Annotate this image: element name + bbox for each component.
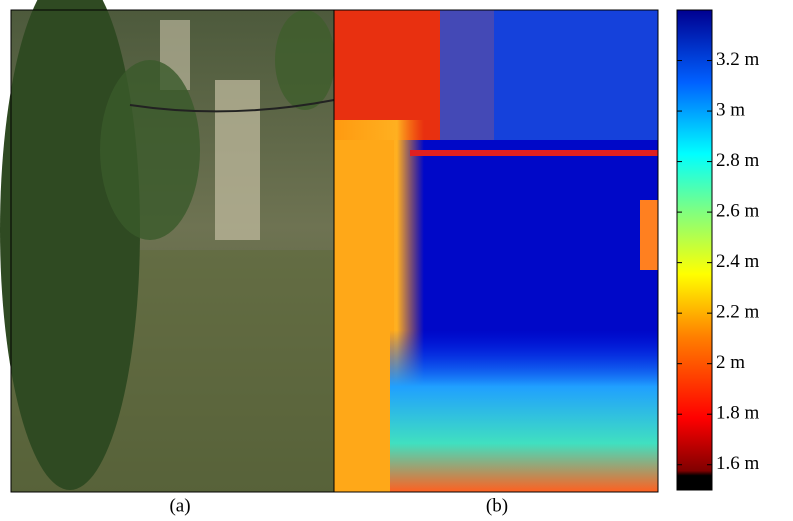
panel-label: (b) xyxy=(486,495,508,516)
tick-label: 3.2 m xyxy=(716,49,760,70)
tick-label: 2 m xyxy=(716,352,745,373)
tick-label: 2.4 m xyxy=(716,251,760,272)
colorbar-ticks: 1.6 m 1.8 m 2 m 2.2 m 2.4 m 2.6 m 2.8 m 3 m 3.2 … xyxy=(677,49,760,474)
colorbar xyxy=(676,9,713,491)
tick-label: 1.6 m xyxy=(716,453,760,474)
photo xyxy=(0,0,335,493)
tick-label: 1.8 m xyxy=(716,403,760,424)
tick-label: 2.2 m xyxy=(716,302,760,323)
panel-label: (a) xyxy=(169,495,190,516)
tick-label: 2.8 m xyxy=(716,150,760,171)
depth-map xyxy=(333,9,659,493)
tick-label: 3 m xyxy=(716,99,745,120)
tick-label: 2.6 m xyxy=(716,200,760,221)
